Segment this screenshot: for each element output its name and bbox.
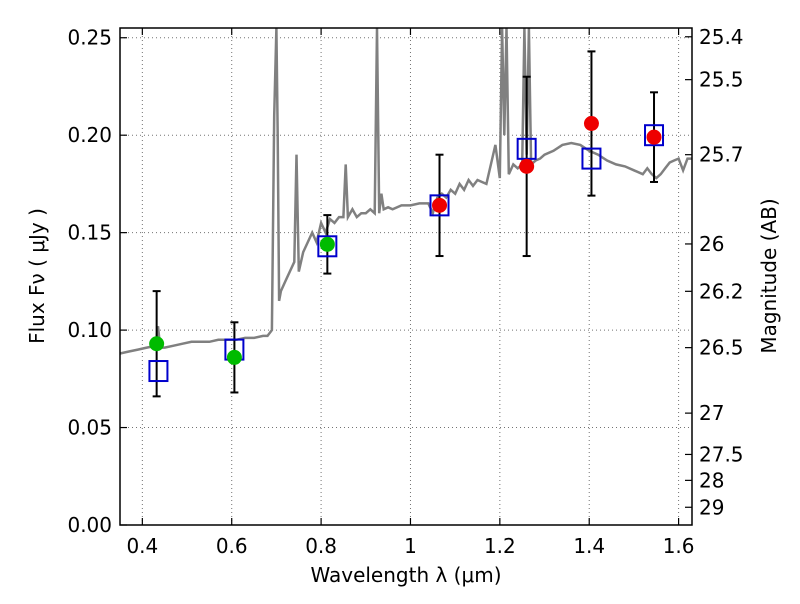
y2-tick-label: 27 [699, 401, 724, 425]
model-point [516, 137, 537, 160]
x-tick-label: 1 [404, 534, 417, 558]
x-tick-label: 1.6 [663, 534, 695, 558]
observed-point [149, 336, 165, 352]
spectrum-layer [119, 27, 692, 355]
errorbar-layer [152, 50, 659, 398]
x-tick-label: 0.6 [216, 534, 248, 558]
observed-point [226, 349, 242, 365]
y2-tick-label: 28 [699, 468, 724, 492]
observed-point [583, 116, 599, 132]
observed-point [319, 236, 335, 252]
observed-point [646, 129, 662, 145]
x-tick-label: 0.4 [126, 534, 158, 558]
observed-point [519, 158, 535, 174]
plot-frame [119, 27, 693, 526]
y2-axis-label: Magnitude (AB) [757, 198, 781, 353]
y-tick-label: 0.00 [67, 513, 112, 537]
y2-tick-label: 27.5 [699, 442, 744, 466]
observed-point [432, 197, 448, 213]
y2-tick-label: 29 [699, 495, 724, 519]
y-tick-label: 0.25 [67, 26, 112, 50]
y2-tick-label: 25.7 [699, 143, 744, 167]
tick-layer [120, 28, 692, 526]
y-tick-label: 0.15 [67, 221, 112, 245]
tick-label-layer: 0.4 0.6 0.8 1 1.2 1.4 1.6 0.00 0.05 0.10 0.15 0.20 0… [67, 25, 743, 558]
spectrum-line [119, 27, 692, 355]
x-tick-label: 1.2 [484, 534, 516, 558]
model-point [581, 147, 602, 170]
y2-tick-label: 26.5 [699, 336, 744, 360]
model-point [148, 360, 169, 383]
model-point [429, 194, 450, 217]
marker-layer [148, 116, 665, 383]
y2-tick-label: 26 [699, 232, 724, 256]
y-tick-label: 0.10 [67, 318, 112, 342]
y-axis-label: Flux Fν ( μJy ) [25, 208, 49, 344]
x-axis-label: Wavelength λ (μm) [310, 563, 501, 587]
x-tick-label: 1.4 [573, 534, 605, 558]
y2-tick-label: 25.5 [699, 68, 744, 92]
y-tick-label: 0.20 [67, 123, 112, 147]
x-tick-label: 0.8 [305, 534, 337, 558]
y2-tick-label: 26.2 [699, 279, 744, 303]
y2-tick-label: 25.4 [699, 25, 744, 49]
model-point [317, 235, 338, 258]
y-tick-label: 0.05 [67, 416, 112, 440]
model-point [644, 124, 665, 147]
